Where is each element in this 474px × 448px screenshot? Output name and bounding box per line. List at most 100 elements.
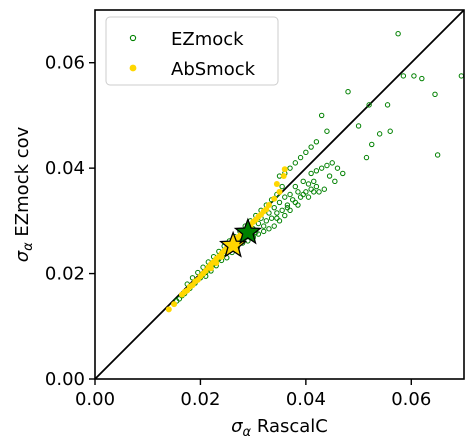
ezmock-point	[271, 223, 277, 229]
ezmock-point	[313, 139, 320, 145]
ezmock-point	[334, 165, 341, 171]
ezmock-point	[255, 220, 262, 227]
ezmock-point	[340, 170, 346, 177]
ezmock-point	[318, 112, 325, 119]
absmock-point	[271, 195, 278, 202]
y-axis-label: σα EZmock cov	[12, 126, 36, 262]
legend: EZmock AbSmock	[105, 16, 279, 86]
ezmock-point	[282, 212, 288, 219]
ezmock-point	[300, 178, 306, 185]
y-tick-label: 0.00	[45, 369, 85, 390]
ezmock-point	[355, 123, 362, 129]
ezmock-point	[411, 73, 417, 79]
x-tick-label: 0.06	[391, 389, 431, 410]
absmock-point	[280, 173, 287, 180]
absmock-point	[265, 202, 272, 209]
absmock-point	[181, 289, 188, 296]
ezmock-point	[384, 102, 391, 108]
ezmock-point	[276, 199, 283, 206]
legend-marker-ezmock	[129, 34, 137, 42]
ezmock-point	[308, 144, 314, 150]
absmock-point	[273, 180, 280, 187]
x-axis-label-symbol: σ	[231, 416, 243, 437]
ezmock-point	[284, 202, 291, 208]
ezmock-point	[318, 165, 325, 171]
ezmock-point	[376, 131, 383, 137]
ezmock-point	[345, 89, 351, 95]
x-axis-label-subscript: α	[243, 425, 252, 440]
ezmock-point	[266, 210, 272, 216]
y-axis: 0.00 0.02 0.04 0.06	[45, 53, 95, 390]
absmock-point	[207, 265, 214, 272]
absmock-point	[186, 283, 193, 290]
y-tick-label: 0.06	[45, 53, 85, 74]
y-tick-label: 0.02	[45, 264, 85, 285]
legend-label-absmock: AbSmock	[171, 59, 256, 80]
x-tick-label: 0.00	[75, 389, 115, 410]
ezmock-point	[297, 154, 304, 161]
x-axis-label-text: RascalC	[257, 416, 328, 437]
ezmock-point	[300, 191, 306, 198]
ezmock-point	[189, 275, 196, 281]
ezmock-point	[369, 141, 375, 148]
x-tick-label: 0.04	[286, 389, 326, 410]
ezmock-point	[366, 102, 372, 108]
ezmock-point	[311, 178, 317, 185]
ezmock-point	[305, 194, 312, 200]
y-tick-label: 0.04	[45, 158, 85, 179]
ezmock-point	[292, 183, 299, 190]
ezmock-point	[400, 73, 407, 79]
ezmock-point	[295, 202, 301, 208]
ezmock-point	[311, 189, 317, 195]
ezmock-point	[287, 165, 293, 171]
ezmock-point	[263, 218, 270, 224]
x-axis: 0.00 0.02 0.04 0.06	[75, 379, 431, 410]
y-axis-label-subscript: α	[21, 242, 36, 251]
absmock-point	[192, 278, 199, 285]
ezmock-point	[329, 160, 335, 166]
absmock-point	[281, 166, 288, 173]
ezmock-point	[200, 264, 206, 270]
legend-marker-absmock	[129, 64, 137, 72]
ezmock-point	[434, 152, 441, 158]
legend-box	[105, 16, 279, 86]
absmock-point	[276, 188, 283, 195]
ezmock-point	[274, 215, 280, 221]
ezmock-point	[266, 226, 272, 232]
x-axis-label: σα RascalC	[231, 416, 328, 440]
legend-label-ezmock: EZmock	[171, 29, 244, 50]
ezmock-point	[321, 186, 328, 192]
ezmock-point	[255, 231, 262, 237]
ezmock-point	[308, 170, 314, 177]
ezmock-point	[195, 269, 201, 276]
y-axis-label-text: EZmock cov	[12, 126, 33, 236]
absmock-point	[165, 306, 172, 313]
ezmock-point	[284, 204, 291, 211]
absmock-point	[218, 253, 225, 260]
ezmock-point	[271, 204, 277, 211]
ezmock-point	[287, 191, 293, 198]
ezmock-point	[326, 173, 333, 179]
ezmock-point	[313, 168, 320, 174]
ezmock-point	[316, 189, 322, 195]
ezmock-point	[274, 210, 280, 216]
ezmock-point	[324, 162, 330, 169]
ezmock-point	[260, 223, 267, 229]
ezmock-point	[332, 178, 338, 185]
star-marker	[233, 217, 262, 245]
ezmock-point	[432, 91, 438, 98]
ezmock-point	[303, 149, 309, 156]
ezmock-point	[419, 75, 425, 82]
x-tick-label: 0.02	[180, 389, 220, 410]
absmock-point	[213, 260, 220, 267]
ezmock-point	[395, 31, 401, 37]
stars-layer	[219, 217, 262, 258]
ezmock-point	[387, 128, 393, 134]
ezmock-point	[295, 189, 301, 195]
ezmock-point	[363, 154, 370, 161]
ezmock-point	[279, 183, 285, 190]
ezmock-point	[279, 207, 285, 214]
ezmock-point	[305, 181, 312, 187]
